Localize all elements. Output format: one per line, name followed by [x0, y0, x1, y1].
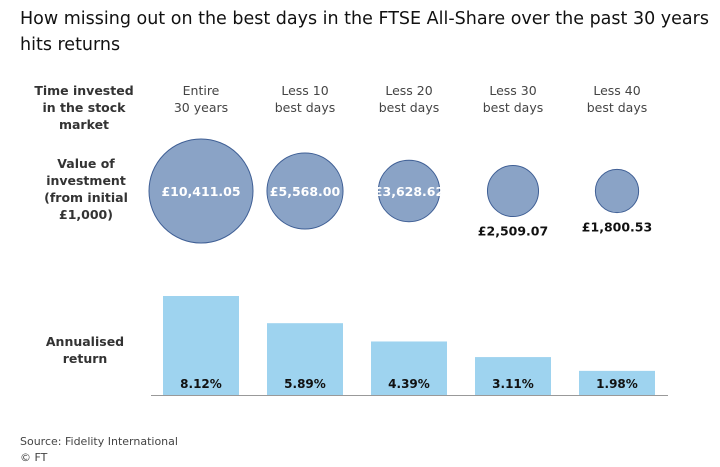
bar-value-label: 4.39% — [388, 377, 430, 391]
row-header-annualised-return: Annualised return — [30, 333, 140, 367]
copyright-text: © FT — [20, 451, 48, 464]
row-header-time-line2: in the stock market — [42, 100, 126, 132]
source-note: Source: Fidelity International © FT — [20, 434, 178, 466]
bubble-less-10-best-days — [266, 152, 344, 230]
row-header-value-line3: (from initial — [44, 190, 128, 205]
column-header-line2: best days — [378, 100, 440, 115]
column-header-line1: Entire — [182, 83, 220, 98]
bar-value-label: 3.11% — [492, 377, 534, 391]
bubble-label: £5,568.00 — [270, 184, 341, 199]
column-header-less-10: Less 10 best days — [255, 82, 355, 116]
bubble-less-30-best-days — [486, 164, 540, 218]
bar-value-label: 5.89% — [284, 377, 326, 391]
column-header-line1: Less 30 — [489, 83, 537, 98]
column-header-line2: best days — [274, 100, 336, 115]
column-header-line1: Less 20 — [385, 83, 433, 98]
row-header-return-line2: return — [62, 351, 108, 366]
row-header-time-line1: Time invested — [34, 83, 134, 98]
bar-less-40-best-days — [579, 370, 655, 395]
column-header-line2: 30 years — [173, 100, 229, 115]
bubble-label: £1,800.53 — [582, 220, 652, 235]
row-header-value: Value of investment (from initial £1,000… — [40, 155, 132, 223]
row-header-value-line4: £1,000) — [59, 207, 113, 222]
column-header-line2: best days — [586, 100, 648, 115]
column-header-less-40: Less 40 best days — [567, 82, 667, 116]
bubble-label: £2,509.07 — [478, 224, 548, 239]
column-header-line1: Less 10 — [281, 83, 329, 98]
bar-less-10-best-days — [267, 323, 343, 395]
row-header-value-line1: Value of — [57, 156, 115, 171]
bubble-label: £10,411.05 — [161, 184, 240, 199]
bar-less-20-best-days — [371, 341, 447, 395]
bar-less-30-best-days — [475, 357, 551, 395]
source-text: Source: Fidelity International — [20, 435, 178, 448]
bubble-less-40-best-days — [594, 168, 640, 214]
bubble-less-20-best-days — [377, 159, 441, 223]
bubble-label: £3,628.62 — [374, 184, 444, 199]
row-header-value-line2: investment — [46, 173, 126, 188]
bar-value-label: 1.98% — [596, 377, 638, 391]
column-header-line1: Less 40 — [593, 83, 641, 98]
row-header-return-line1: Annualised — [45, 334, 125, 349]
column-header-less-20: Less 20 best days — [359, 82, 459, 116]
bar-value-label: 8.12% — [180, 377, 222, 391]
column-header-line2: best days — [482, 100, 544, 115]
column-header-entire-30-years: Entire 30 years — [151, 82, 251, 116]
bar-entire-30-years — [163, 296, 239, 395]
column-header-less-30: Less 30 best days — [463, 82, 563, 116]
bubble-entire-30-years — [148, 138, 254, 244]
row-header-time-invested: Time invested in the stock market — [18, 82, 150, 133]
chart-title: How missing out on the best days in the … — [20, 9, 709, 55]
